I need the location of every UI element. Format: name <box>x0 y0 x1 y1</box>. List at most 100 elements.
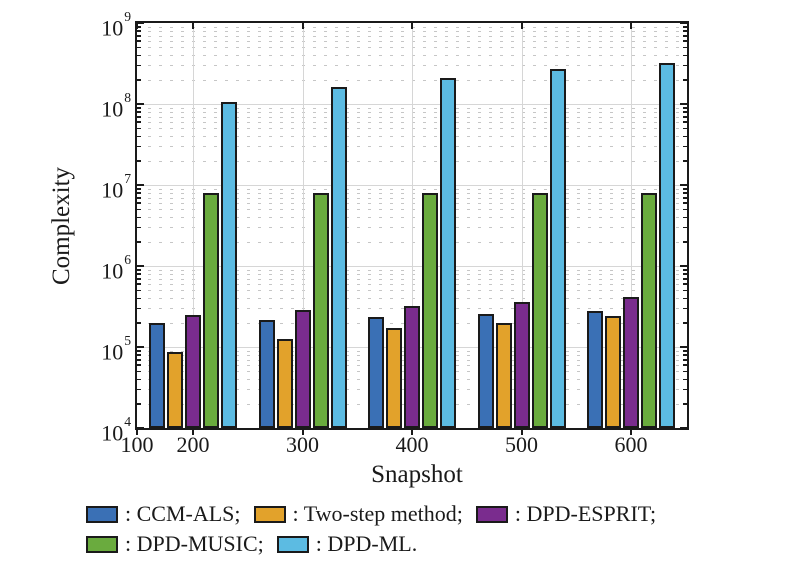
y-minor-tick-left <box>137 40 141 42</box>
y-minor-tick-left <box>137 30 141 32</box>
x-major-tick-bottom <box>411 428 413 435</box>
bar-dpd-esprit-400 <box>404 306 420 428</box>
bar-dpd-music-400 <box>422 193 438 428</box>
legend-item-dpd-ml: : DPD-ML. <box>276 531 417 557</box>
y-minor-tick-right <box>683 364 687 366</box>
y-major-tick-left <box>137 346 144 348</box>
bar-two-step-method-400 <box>386 328 402 428</box>
bar-dpd-esprit-600 <box>623 297 639 428</box>
major-gridline-x <box>302 23 304 428</box>
y-minor-tick-right <box>683 283 687 285</box>
y-tick-label: 109 <box>101 8 131 41</box>
bar-dpd-esprit-300 <box>294 309 311 428</box>
x-major-tick-top <box>136 23 138 29</box>
y-minor-tick-left <box>137 322 141 324</box>
legend-label-dpd-music: : DPD-MUSIC; <box>125 531 264 556</box>
legend-swatch-dpd-ml <box>276 535 309 553</box>
y-major-tick-left <box>137 103 144 105</box>
y-tick-label: 105 <box>101 332 131 365</box>
bar-dpd-ml-300 <box>330 87 347 428</box>
legend-label-ccm-als: : CCM-ALS; <box>125 501 241 526</box>
y-minor-tick-left <box>137 269 141 271</box>
bar-two-step-method-200 <box>167 351 183 428</box>
y-minor-tick-left <box>137 188 141 190</box>
x-major-tick-bottom <box>520 428 523 435</box>
bar-ccm-als-300 <box>258 320 275 428</box>
bar-two-step-method-300 <box>276 339 293 428</box>
y-minor-tick-left <box>137 121 141 123</box>
y-tick-label: 107 <box>101 170 131 203</box>
y-minor-tick-left <box>137 273 141 275</box>
y-minor-tick-right <box>683 403 687 405</box>
bar-two-step-method-500 <box>495 322 512 428</box>
x-major-tick-top <box>411 23 413 29</box>
y-minor-tick-right <box>683 26 687 28</box>
y-minor-tick-right <box>683 46 687 49</box>
y-minor-tick-right <box>683 354 687 356</box>
legend-swatch-dpd-music <box>86 535 118 553</box>
x-tick-label: 200 <box>176 432 210 457</box>
y-minor-tick-right <box>683 127 687 130</box>
bar-dpd-ml-600 <box>659 63 675 428</box>
major-gridline-x <box>521 23 523 428</box>
y-minor-tick-left <box>137 79 141 81</box>
x-major-tick-bottom <box>192 428 194 435</box>
x-tick-label: 300 <box>286 432 319 457</box>
y-minor-tick-right <box>683 197 687 199</box>
y-minor-tick-right <box>683 107 687 109</box>
bar-two-step-method-600 <box>605 316 621 428</box>
y-minor-tick-right <box>683 289 687 292</box>
y-minor-tick-left <box>137 54 141 57</box>
y-minor-tick-left <box>137 289 141 292</box>
y-minor-tick-left <box>137 145 141 148</box>
legend-item-two-step-method: : Two-step method; <box>253 501 463 527</box>
y-minor-tick-left <box>137 116 141 118</box>
y-minor-tick-left <box>137 135 141 138</box>
plot-area <box>135 21 689 435</box>
y-minor-tick-right <box>683 241 687 243</box>
y-major-tick-right <box>680 103 687 105</box>
y-minor-tick-right <box>683 350 687 352</box>
y-minor-tick-right <box>683 121 687 123</box>
y-minor-tick-left <box>137 35 141 37</box>
y-minor-tick-right <box>683 297 687 300</box>
legend-swatch-ccm-als <box>86 505 118 523</box>
y-minor-tick-right <box>683 307 687 310</box>
y-major-tick-right <box>680 184 687 186</box>
legend-label-two-step-method: : Two-step method; <box>292 501 463 526</box>
y-minor-tick-right <box>683 359 687 361</box>
y-minor-tick-right <box>683 378 687 381</box>
y-minor-tick-left <box>137 26 141 28</box>
bar-dpd-ml-200 <box>221 102 237 428</box>
y-minor-tick-left <box>137 226 141 229</box>
y-minor-tick-right <box>683 30 687 32</box>
legend-swatch-two-step-method <box>253 505 286 523</box>
y-minor-tick-left <box>137 297 141 300</box>
y-minor-tick-left <box>137 307 141 310</box>
x-tick-label: 500 <box>505 432 538 457</box>
x-tick-label: 400 <box>395 432 429 457</box>
y-major-tick-right <box>680 22 687 24</box>
y-minor-tick-right <box>683 40 687 42</box>
y-tick-label: 106 <box>101 251 131 284</box>
y-minor-tick-left <box>137 354 141 356</box>
x-major-tick-bottom <box>301 428 304 435</box>
y-minor-tick-left <box>137 388 141 391</box>
major-gridline-x <box>193 23 194 428</box>
bar-ccm-als-500 <box>477 314 494 428</box>
y-minor-tick-right <box>683 35 687 37</box>
bar-dpd-music-600 <box>641 193 657 428</box>
y-minor-tick-right <box>683 192 687 194</box>
legend-item-ccm-als: : CCM-ALS; <box>86 501 241 527</box>
x-major-tick-bottom <box>136 428 138 435</box>
x-axis-title: Snapshot <box>371 461 463 488</box>
y-tick-label: 104 <box>101 413 131 446</box>
x-major-tick-top <box>301 23 304 29</box>
y-minor-tick-left <box>137 197 141 199</box>
bar-dpd-music-500 <box>531 193 548 428</box>
bar-ccm-als-600 <box>587 310 603 428</box>
y-minor-tick-right <box>683 322 687 324</box>
legend-swatch-dpd-esprit <box>475 505 508 523</box>
y-major-tick-left <box>137 427 144 429</box>
